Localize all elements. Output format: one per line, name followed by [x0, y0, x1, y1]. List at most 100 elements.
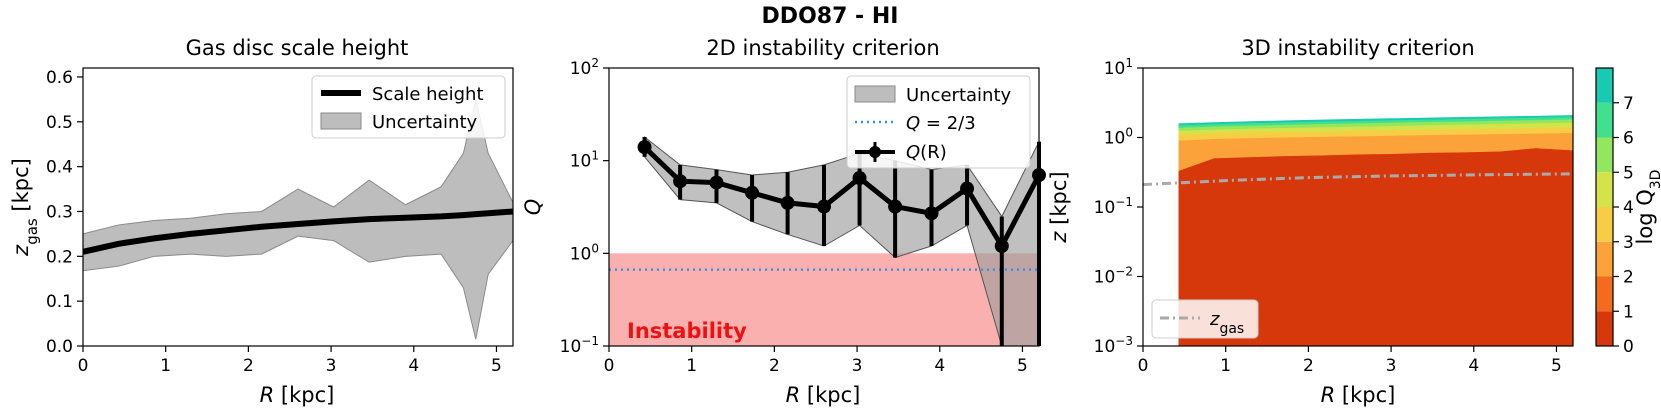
p2-xtick-label: 3	[852, 356, 863, 376]
q-point	[852, 171, 867, 186]
instability-label: Instability	[627, 319, 747, 343]
p1-ytick-label: 0.1	[46, 292, 73, 312]
colorbar-segment	[1596, 207, 1613, 242]
p2-xtick-label: 4	[934, 356, 945, 376]
p1-xtick-label: 0	[78, 356, 89, 376]
colorbar-tick-label: 7	[1623, 94, 1634, 114]
scale-height-point	[118, 243, 120, 245]
q-point	[994, 238, 1009, 253]
p1-ytick-label: 0.3	[46, 202, 73, 222]
legend-uncertainty-label: Uncertainty	[372, 112, 478, 133]
p2-ytick-label: 10−1	[560, 334, 599, 357]
panel-3-title: 3D instability criterion	[1241, 36, 1474, 60]
colorbar-frame	[1595, 67, 1614, 347]
colorbar-segment	[1596, 102, 1613, 138]
p3-ytick-label: 10−3	[1094, 334, 1133, 357]
q-point	[888, 199, 903, 214]
legend-qr-marker	[869, 146, 881, 158]
p3-xtick-label: 0	[1138, 356, 1149, 376]
legend-zgas-label: zgas	[1209, 309, 1244, 337]
scale-height-point	[462, 214, 464, 216]
q-point	[745, 185, 760, 200]
p2-xtick-label: 5	[1017, 356, 1028, 376]
p2-xtick-label: 0	[604, 356, 615, 376]
scale-height-point	[487, 212, 489, 214]
legend-2-uncertainty-label: Uncertainty	[906, 85, 1012, 106]
p1-ytick-label: 0.4	[46, 158, 73, 178]
p3-xtick-label: 1	[1220, 356, 1231, 376]
p1-ytick-label: 0.5	[46, 113, 73, 133]
p1-xtick-label: 4	[408, 356, 419, 376]
figure-suptitle: DDO87 - HI	[762, 4, 899, 29]
p2-ytick-label: 102	[570, 56, 599, 79]
p2-ytick-label: 101	[570, 149, 599, 172]
colorbar-tick-label: 6	[1623, 129, 1634, 149]
p1-xtick-label: 1	[160, 356, 171, 376]
scale-height-point	[440, 215, 442, 217]
scale-height-point	[190, 233, 191, 235]
colorbar: 0 1 2 3 4 5 6 7	[1596, 68, 1634, 357]
p3-ytick-label: 100	[1104, 126, 1133, 149]
panel-1-title: Gas disc scale height	[186, 36, 409, 60]
panel-scale-height: Gas disc scale height 0 1 2 3 4 5 0.0 0.1 0.2 0.3…	[9, 36, 514, 407]
panel-1-xlabel: R [kpc]	[260, 383, 335, 407]
q-point	[709, 175, 724, 190]
panel-2-title: 2D instability criterion	[706, 36, 939, 60]
colorbar-label: log Q3D	[1633, 170, 1661, 245]
q-point	[817, 199, 831, 214]
colorbar-tick-label: 3	[1623, 233, 1634, 253]
scale-height-point	[297, 223, 299, 225]
legend-uncertainty-swatch	[320, 112, 362, 130]
panel-2d-instability: 2D instability criterion 0 1 2 3 4 5 10−1 100 10…	[521, 36, 1046, 407]
p3-ytick-label: 10−2	[1094, 265, 1133, 288]
p1-ytick-label: 0.2	[46, 247, 73, 267]
legend-threshold-label: Q = 2/3	[906, 113, 976, 134]
panel-3-xlabel: R [kpc]	[1321, 383, 1396, 407]
panel-1-axes-frame	[82, 67, 514, 347]
scale-height-point	[475, 213, 477, 215]
q3d-base-band	[1178, 148, 1573, 346]
q-point	[673, 174, 688, 189]
p1-xtick-label: 2	[243, 356, 254, 376]
scale-height-point	[261, 226, 263, 228]
q-point	[780, 195, 795, 210]
legend-scale-height-label: Scale height	[372, 84, 484, 105]
p1-ytick-label: 0.6	[46, 68, 73, 88]
scale-height-point	[153, 237, 155, 239]
p3-xtick-label: 2	[1303, 356, 1314, 376]
q-point	[924, 206, 939, 221]
scale-height-point	[333, 220, 335, 222]
p3-xtick-label: 5	[1551, 356, 1562, 376]
panel-3-ylabel: z [kpc]	[1047, 171, 1071, 243]
p2-xtick-label: 1	[686, 356, 697, 376]
p2-xtick-label: 2	[769, 356, 780, 376]
p3-xtick-label: 3	[1386, 356, 1397, 376]
legend-qr-label: Q(R)	[906, 142, 947, 163]
colorbar-tick-label: 1	[1623, 302, 1634, 322]
p3-ytick-label: 101	[1104, 56, 1133, 79]
colorbar-segment	[1596, 311, 1613, 346]
p1-ytick-label: 0.0	[46, 337, 73, 357]
colorbar-segment	[1596, 172, 1613, 207]
colorbar-tick-label: 2	[1623, 268, 1634, 288]
panel-2-axes-frame	[608, 67, 1040, 347]
panel-3-legend: zgas	[1151, 299, 1259, 339]
p2-ytick-label: 100	[570, 241, 599, 264]
legend-2-uncertainty-swatch	[854, 85, 896, 103]
colorbar-segment	[1596, 241, 1613, 277]
q-point	[960, 181, 975, 196]
panel-3d-instability: 3D instability criterion 0 1 2 3 4 5 10−3 10−2 1…	[1047, 36, 1661, 407]
p3-ytick-label: 10−1	[1094, 195, 1133, 218]
panel-2-xlabel: R [kpc]	[786, 383, 861, 407]
panel-2-legend: Uncertainty Q = 2/3 Q(R)	[846, 75, 1031, 169]
q-point	[637, 140, 652, 155]
panel-3-legend-box	[1151, 299, 1259, 339]
colorbar-segment	[1596, 137, 1613, 173]
instability-region	[609, 253, 1039, 346]
p3-xtick-label: 4	[1468, 356, 1479, 376]
colorbar-segment	[1596, 276, 1613, 312]
panel-2-ylabel: Q	[521, 199, 545, 216]
colorbar-tick-label: 5	[1623, 163, 1634, 183]
colorbar-tick-label: 0	[1623, 337, 1634, 357]
